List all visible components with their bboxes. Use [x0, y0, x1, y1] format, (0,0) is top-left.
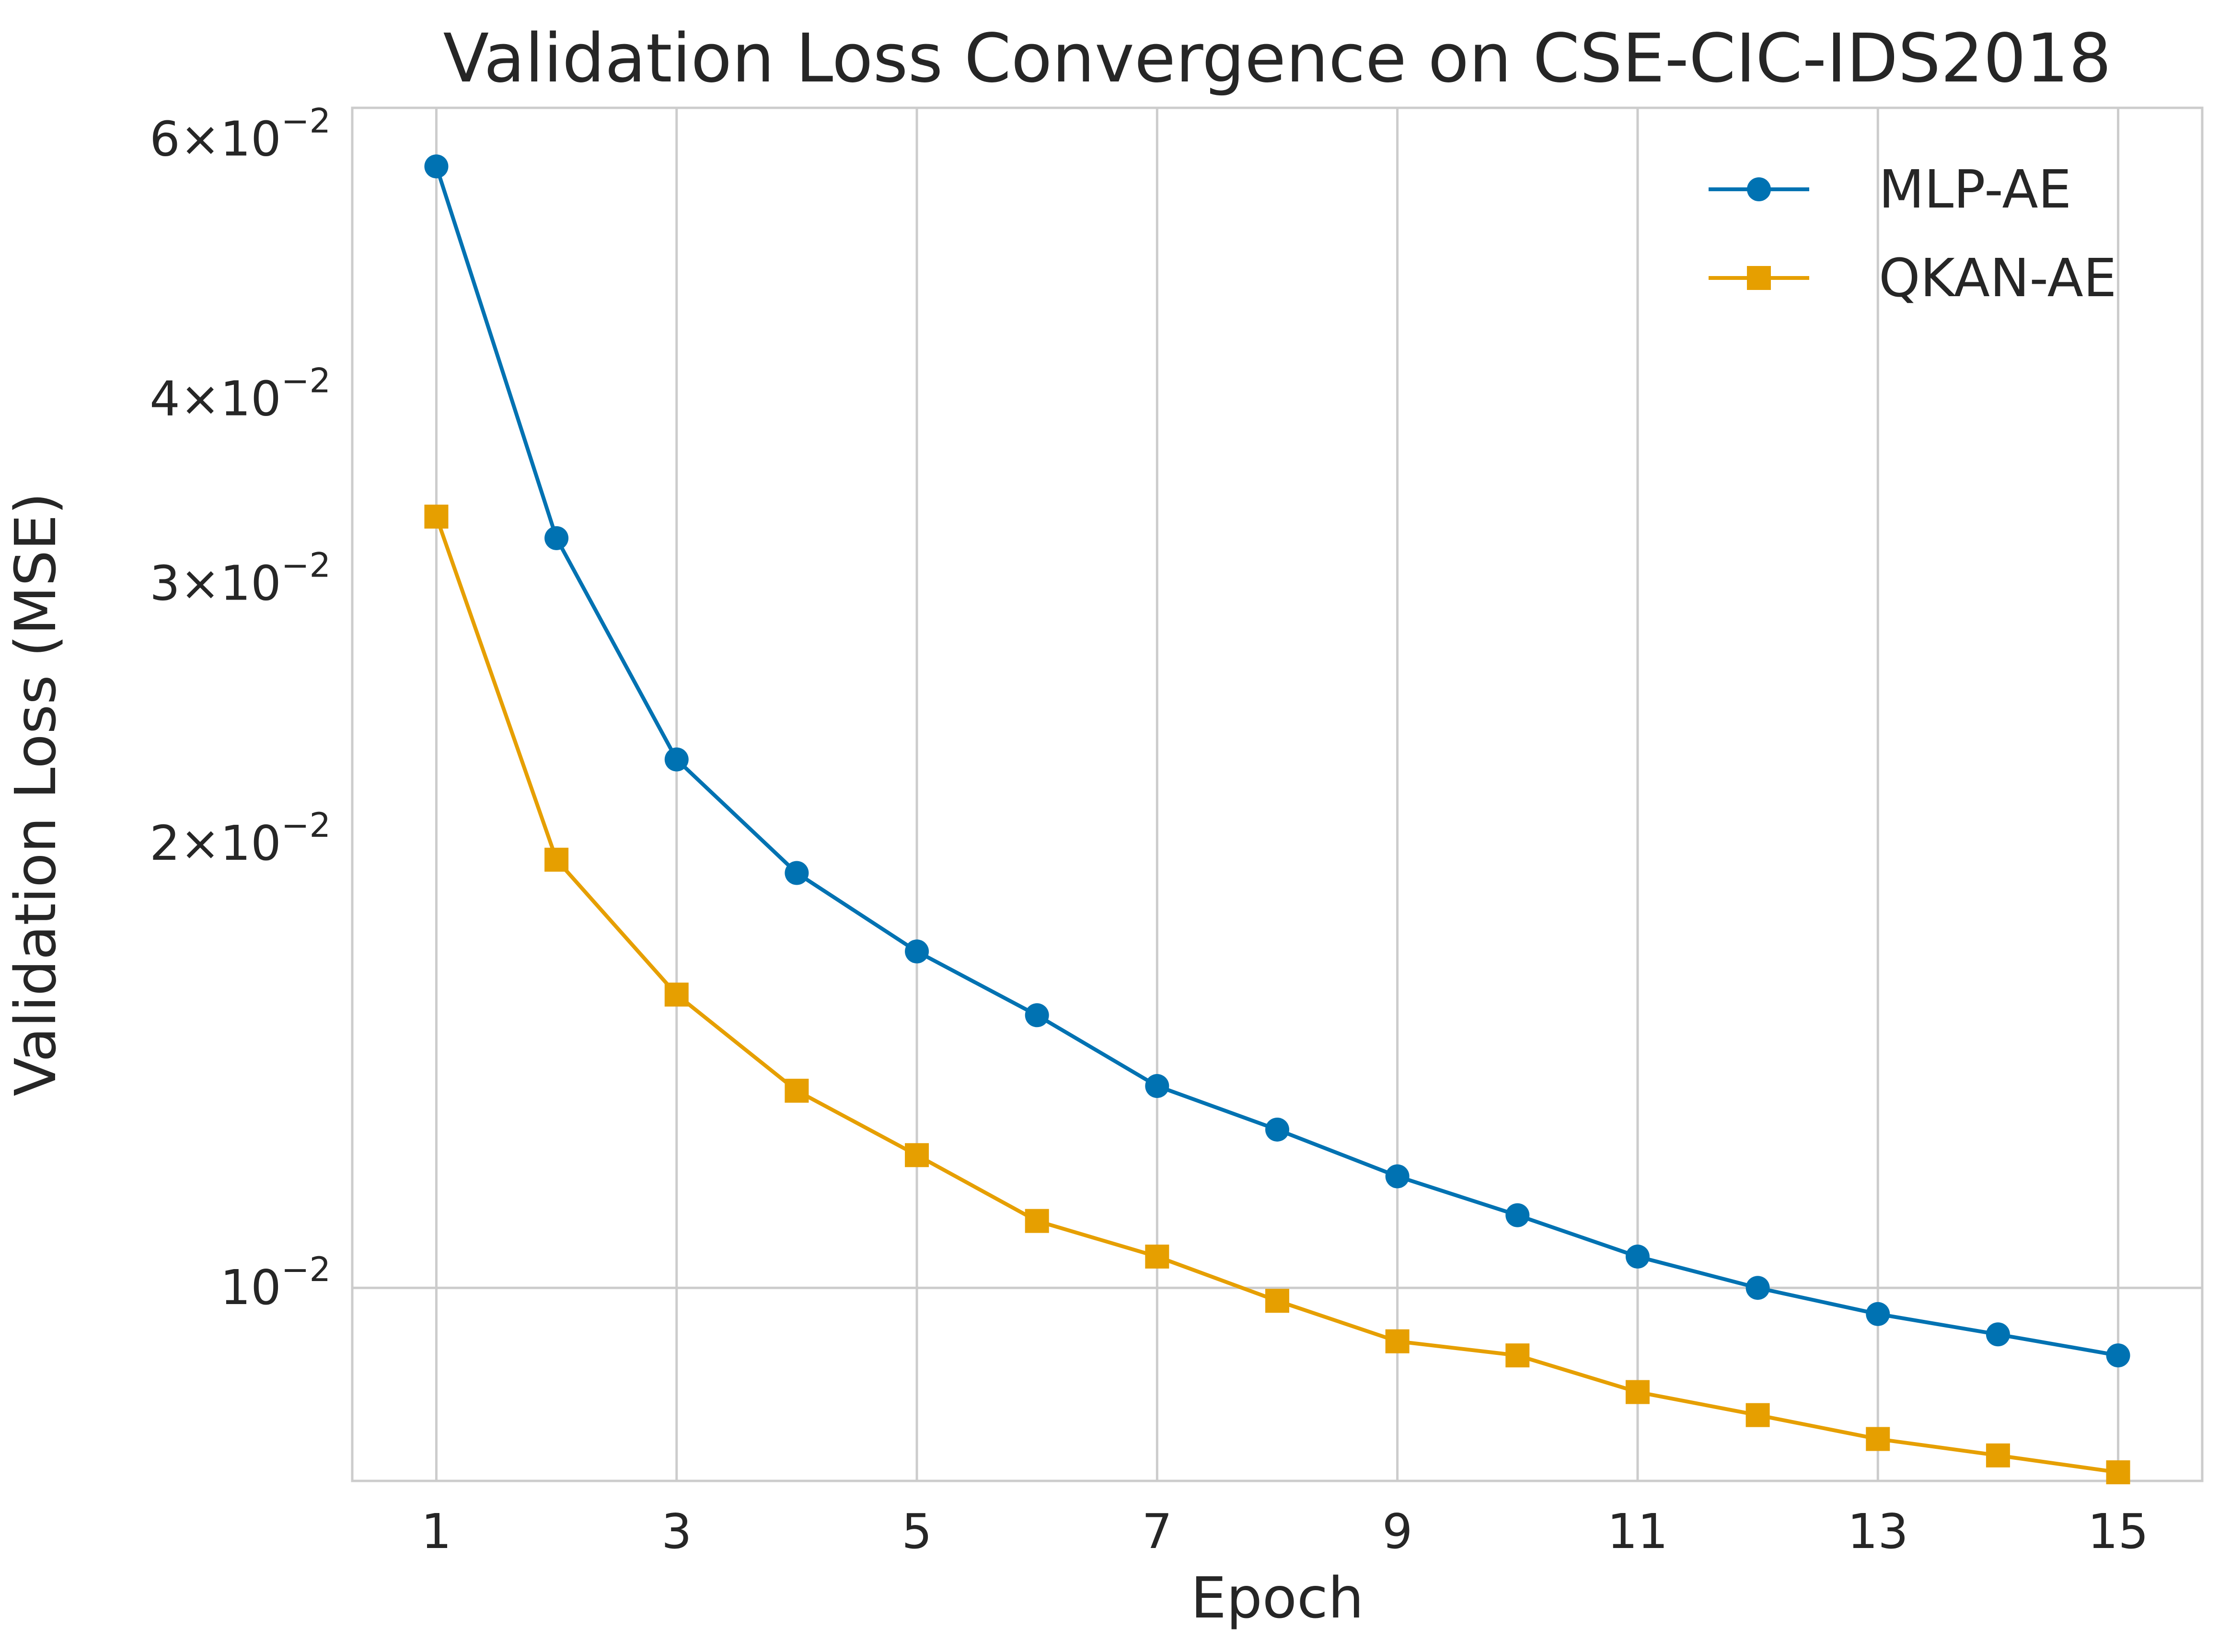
data-point	[664, 982, 689, 1007]
data-point	[1385, 1329, 1410, 1353]
data-point	[1025, 1209, 1049, 1233]
data-point	[1866, 1302, 1890, 1326]
legend-marker	[1747, 266, 1771, 290]
data-point	[1625, 1244, 1650, 1269]
data-point	[785, 1078, 809, 1103]
data-point	[1505, 1343, 1530, 1368]
data-point	[2106, 1343, 2130, 1368]
data-point	[785, 861, 809, 885]
y-axis-label: Validation Loss (MSE)	[2, 493, 69, 1097]
x-tick-label: 11	[1607, 1503, 1668, 1560]
data-point	[424, 154, 449, 179]
series-mlp-ae	[424, 154, 2130, 1368]
data-point	[2106, 1460, 2130, 1485]
x-tick-label: 7	[1142, 1503, 1173, 1560]
data-point	[1745, 1403, 1770, 1427]
data-point	[1866, 1427, 1890, 1451]
x-tick-label: 15	[2088, 1503, 2149, 1560]
data-point	[1986, 1443, 2010, 1467]
legend: MLP-AE QKAN-AE	[1709, 159, 2116, 309]
legend-label: QKAN-AE	[1879, 247, 2116, 309]
x-axis-label: Epoch	[1190, 1565, 1364, 1631]
series-line	[434, 516, 2119, 1475]
data-point	[544, 847, 569, 872]
x-tick-label: 9	[1382, 1503, 1413, 1560]
data-point	[1145, 1244, 1169, 1269]
data-point	[544, 526, 569, 550]
y-tick-label: 6×10−2	[150, 101, 331, 167]
data-point	[664, 747, 689, 772]
legend-label: MLP-AE	[1879, 159, 2071, 220]
data-point	[1745, 1276, 1770, 1300]
x-tick-label: 3	[661, 1503, 692, 1560]
y-tick-label: 2×10−2	[150, 806, 331, 871]
series-layer	[424, 154, 2130, 1485]
data-point	[905, 939, 929, 964]
x-tick-label: 13	[1848, 1503, 1908, 1560]
grid	[352, 108, 2202, 1481]
legend-item-mlp-ae: MLP-AE	[1709, 159, 2071, 220]
y-tick-label: 4×10−2	[150, 361, 331, 427]
data-point	[1505, 1203, 1530, 1227]
data-point	[1145, 1074, 1169, 1098]
y-tick-label: 3×10−2	[150, 546, 331, 612]
x-tick-label: 1	[421, 1503, 452, 1560]
plot-frame	[351, 106, 2204, 1482]
y-tick-labels: 6×10−2 4×10−2 3×10−2 2×10−2 10−2	[150, 101, 331, 1316]
series-qkan-ae	[424, 504, 2130, 1485]
data-point	[1265, 1289, 1289, 1313]
data-point	[905, 1143, 929, 1167]
y-tick-label: 10−2	[220, 1250, 331, 1316]
chart-title: Validation Loss Convergence on CSE-CIC-I…	[443, 20, 2112, 98]
data-point	[1385, 1164, 1410, 1189]
x-tick-label: 5	[901, 1503, 932, 1560]
data-point	[1986, 1322, 2010, 1347]
data-point	[1625, 1380, 1650, 1404]
series-line	[434, 165, 2119, 1358]
data-point	[1025, 1003, 1049, 1028]
legend-item-qkan-ae: QKAN-AE	[1709, 247, 2116, 309]
data-point	[1265, 1117, 1289, 1142]
x-tick-labels: 1 3 5 7 9 11 13 15	[421, 1503, 2149, 1560]
legend-marker	[1747, 177, 1771, 201]
data-point	[424, 504, 449, 529]
